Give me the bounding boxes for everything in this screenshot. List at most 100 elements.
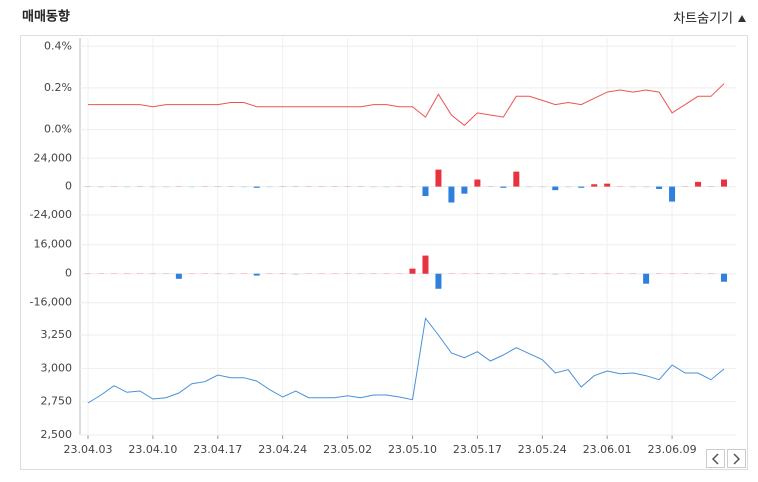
bar (630, 273, 637, 274)
bar (474, 273, 481, 274)
bar (110, 185, 117, 187)
bar (695, 273, 702, 274)
bar (721, 273, 727, 282)
bar (708, 273, 715, 274)
y-tick-label: 24,000 (34, 151, 73, 164)
bar (149, 186, 156, 188)
pager (706, 449, 746, 468)
bar (474, 179, 481, 187)
bar (253, 273, 260, 276)
bar (643, 186, 650, 188)
bar (721, 179, 727, 187)
y-tick-label: 2,500 (41, 428, 73, 441)
y-tick-label: 0.4% (44, 39, 72, 52)
bar (162, 186, 169, 188)
toggle-icon[interactable] (738, 15, 746, 22)
y-tick-label: 0 (65, 267, 72, 280)
bar (331, 185, 338, 187)
x-tick-label: 23.06.09 (648, 443, 697, 456)
y-tick-label: 3,250 (41, 328, 73, 341)
bar (552, 186, 559, 191)
bar (539, 186, 546, 188)
bar (604, 273, 611, 274)
bar (292, 273, 299, 275)
bar (266, 186, 273, 188)
bar (188, 273, 195, 274)
bar (578, 273, 585, 274)
bar (279, 273, 286, 274)
next-icon[interactable] (733, 453, 741, 465)
bar (383, 273, 390, 274)
bar (136, 273, 143, 274)
y-tick-label: 0.0% (44, 123, 72, 136)
bar (85, 185, 91, 187)
bar (370, 186, 377, 188)
bar (85, 273, 91, 274)
bar (565, 186, 572, 188)
x-tick-label: 23.04.10 (128, 443, 177, 456)
bar (396, 273, 403, 274)
y-tick-label: 0 (65, 180, 72, 193)
toggle-button[interactable]: 차트숨기기 (673, 12, 733, 27)
bar (409, 268, 416, 274)
bar (305, 273, 312, 274)
y-tick-label: -24,000 (30, 208, 72, 221)
bar (136, 185, 143, 187)
bar (266, 273, 273, 274)
bar (188, 186, 195, 188)
y-tick-label: 3,000 (41, 361, 73, 374)
bar (214, 185, 221, 187)
bar (110, 273, 117, 274)
bar (201, 273, 208, 274)
bar (357, 185, 364, 187)
bar (500, 186, 507, 188)
bar (305, 185, 312, 187)
bar (448, 273, 455, 274)
bar (617, 273, 624, 274)
bar (591, 273, 598, 274)
bar (500, 273, 507, 274)
bar (435, 273, 442, 289)
bar (97, 273, 104, 274)
x-tick-label: 23.06.01 (583, 443, 632, 456)
x-tick-label: 23.05.02 (323, 443, 372, 456)
bar (149, 273, 156, 274)
bar (175, 273, 182, 279)
price-line (88, 83, 725, 127)
y-tick-label: 2,750 (41, 395, 73, 408)
bar (227, 273, 234, 274)
bar (461, 273, 468, 274)
bar (617, 185, 624, 187)
bar (318, 185, 325, 187)
bar (682, 185, 689, 187)
bar (344, 273, 351, 274)
y-tick-label: -16,000 (30, 296, 72, 309)
bar (240, 186, 247, 188)
bar (97, 186, 104, 188)
bar (656, 186, 663, 189)
prev-icon[interactable] (711, 453, 719, 465)
x-tick-label: 23.05.17 (453, 443, 502, 456)
prev-button[interactable] (706, 449, 725, 468)
bar (227, 185, 234, 187)
section-title: 매매동향 (22, 9, 70, 25)
chart-frame (20, 35, 748, 470)
bar (344, 185, 351, 187)
x-tick-label: 23.05.24 (518, 443, 567, 456)
bar (409, 186, 416, 188)
y-tick-label: 16,000 (34, 238, 73, 251)
x-tick-label: 23.04.03 (64, 443, 113, 456)
bar (201, 185, 208, 187)
bar (669, 273, 676, 274)
bar (487, 185, 494, 187)
x-tick-label: 23.05.10 (388, 443, 437, 456)
bar (435, 169, 442, 187)
next-button[interactable] (727, 449, 746, 468)
bar (669, 186, 676, 202)
bar (279, 185, 286, 187)
bar (448, 186, 455, 203)
bar (591, 184, 598, 187)
bar (240, 273, 247, 274)
bar (539, 273, 546, 274)
bar (526, 186, 533, 188)
